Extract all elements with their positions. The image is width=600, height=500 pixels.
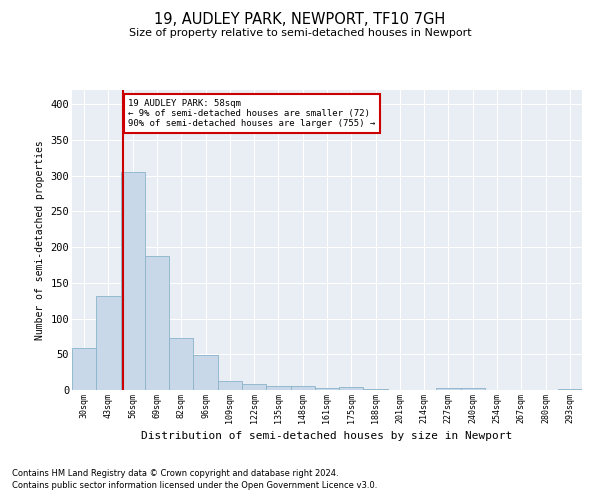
- Y-axis label: Number of semi-detached properties: Number of semi-detached properties: [35, 140, 45, 340]
- Bar: [436, 388, 461, 390]
- Text: 19 AUDLEY PARK: 58sqm
← 9% of semi-detached houses are smaller (72)
90% of semi-: 19 AUDLEY PARK: 58sqm ← 9% of semi-detac…: [128, 98, 376, 128]
- Bar: [96, 296, 121, 390]
- X-axis label: Distribution of semi-detached houses by size in Newport: Distribution of semi-detached houses by …: [142, 431, 512, 441]
- Bar: [364, 388, 388, 390]
- Text: Size of property relative to semi-detached houses in Newport: Size of property relative to semi-detach…: [128, 28, 472, 38]
- Bar: [242, 384, 266, 390]
- Bar: [339, 387, 364, 390]
- Bar: [72, 348, 96, 390]
- Bar: [461, 388, 485, 390]
- Text: Contains public sector information licensed under the Open Government Licence v3: Contains public sector information licen…: [12, 481, 377, 490]
- Bar: [558, 388, 582, 390]
- Bar: [315, 388, 339, 390]
- Bar: [218, 382, 242, 390]
- Text: 19, AUDLEY PARK, NEWPORT, TF10 7GH: 19, AUDLEY PARK, NEWPORT, TF10 7GH: [154, 12, 446, 28]
- Bar: [169, 338, 193, 390]
- Bar: [266, 386, 290, 390]
- Bar: [193, 355, 218, 390]
- Bar: [145, 256, 169, 390]
- Bar: [121, 172, 145, 390]
- Bar: [290, 386, 315, 390]
- Text: Contains HM Land Registry data © Crown copyright and database right 2024.: Contains HM Land Registry data © Crown c…: [12, 468, 338, 477]
